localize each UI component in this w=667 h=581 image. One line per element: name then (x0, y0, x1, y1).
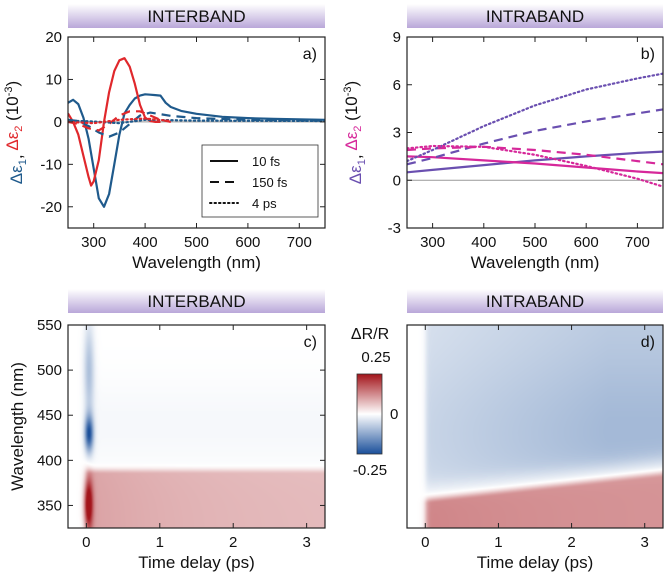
plot-frame (67, 324, 326, 529)
banner: INTRABAND (407, 4, 663, 28)
x-tick-label: 2 (567, 534, 575, 551)
panel-label: d) (641, 334, 655, 351)
legend-label: 4 ps (252, 196, 277, 211)
y-axis-label: Wavelength (nm) (8, 362, 27, 491)
series-group (68, 57, 325, 208)
series-group (407, 72, 663, 188)
x-axis-label: Wavelength (nm) (132, 253, 261, 272)
legend: 10 fs 150 fs 4 ps (201, 144, 319, 218)
x-tick-label: 500 (522, 234, 547, 251)
x-tick-label: 300 (420, 234, 445, 251)
panel-c: INTERBAND Wavelength (nm) 0 1 2 3 350 400 450 500… (8, 289, 326, 572)
panel-label: b) (641, 46, 655, 63)
banner-title: INTERBAND (147, 7, 245, 26)
series-line-e2-10fs (68, 57, 161, 187)
x-axis-label: Wavelength (nm) (471, 253, 600, 272)
banner-background (407, 4, 663, 28)
x-tick-label: 600 (574, 234, 599, 251)
banner-title: INTRABAND (486, 7, 584, 26)
series-line-e2-150fs (407, 145, 663, 166)
legend-label: 10 fs (252, 154, 281, 169)
panel-label: a) (303, 46, 317, 63)
banner: INTRABAND (407, 289, 663, 313)
y-tick-label: 450 (37, 407, 62, 424)
x-tick-label: 400 (471, 234, 496, 251)
series-line-e1-150fs (407, 108, 663, 166)
y-tick-label: 500 (37, 362, 62, 379)
x-tick-label: 1 (494, 534, 502, 551)
x-tick-label: 500 (184, 234, 209, 251)
y-axis-label: Δε1, Δε2 (10-3) (3, 81, 29, 184)
legend-label: 150 fs (252, 175, 288, 190)
series-line-e1-150fs (68, 111, 325, 138)
banner-background (407, 289, 663, 313)
y-tick-label: 10 (45, 71, 62, 88)
y-tick-label: 350 (37, 497, 62, 514)
colorbar-title: ΔR/R (351, 326, 389, 343)
banner-title: INTERBAND (147, 292, 245, 311)
series-line-e1-4ps (68, 118, 325, 125)
y-tick-label: 400 (37, 452, 62, 469)
x-tick-label: 600 (235, 234, 260, 251)
series-line-e2-10fs (407, 155, 663, 175)
y-axis-label: Δε1, Δε2 (10-3) (342, 81, 368, 184)
y-tick-label: -10 (40, 156, 62, 173)
y-tick-label: -20 (40, 199, 62, 216)
y-tick-label: 9 (393, 29, 401, 46)
colorbar-mid-label: 0 (390, 406, 398, 423)
y-tick-label: 20 (45, 29, 62, 46)
x-tick-label: 700 (625, 234, 650, 251)
x-tick-label: 300 (81, 234, 106, 251)
plot-frame (406, 36, 664, 229)
series-line-e2-4ps (407, 144, 663, 188)
panel-b: INTRABAND Δε1, Δε2 (10-3) 300 400 500 600 700 -… (342, 4, 664, 272)
colorbar: ΔR/R 0.25 0 -0.25 (351, 326, 398, 479)
panel-label: c) (304, 334, 317, 351)
y-tick-label: -3 (388, 220, 401, 237)
y-tick-label: 3 (393, 125, 401, 142)
x-tick-label: 2 (229, 534, 237, 551)
colorbar-min-label: -0.25 (353, 462, 387, 479)
y-tick-label: 0 (393, 172, 401, 189)
x-tick-label: 3 (302, 534, 310, 551)
y-tick-label: 0 (54, 114, 62, 131)
x-tick-label: 0 (82, 534, 90, 551)
plot-frame (406, 324, 664, 529)
heatmap-image (68, 325, 325, 528)
x-tick-label: 400 (133, 234, 158, 251)
x-tick-label: 3 (641, 534, 649, 551)
panel-d: INTRABAND 0 1 2 3 Time delay (ps) d) (406, 289, 664, 572)
series-line-e1-4ps (407, 72, 663, 163)
x-tick-label: 0 (421, 534, 429, 551)
legend-box (201, 144, 319, 218)
x-axis-label: Time delay (ps) (138, 553, 255, 572)
banner-title: INTRABAND (486, 292, 584, 311)
y-tick-label: 6 (393, 77, 401, 94)
series-line-e2-4ps (68, 117, 172, 125)
colorbar-scale (356, 373, 383, 455)
banner-background (68, 4, 325, 28)
panel-a: INTERBAND 10 fs 150 fs 4 ps Δε1, Δε2 (10-3) 3… (3, 4, 326, 272)
colorbar-max-label: 0.25 (361, 349, 390, 366)
x-tick-label: 1 (156, 534, 164, 551)
heatmap-image (407, 325, 663, 528)
banner-background (68, 289, 325, 313)
series-line-e1-10fs (407, 150, 663, 174)
x-axis-label: Time delay (ps) (477, 553, 594, 572)
banner: INTERBAND (68, 4, 325, 28)
y-tick-label: 550 (37, 317, 62, 334)
x-tick-label: 700 (287, 234, 312, 251)
series-line-e2-150fs (68, 110, 172, 132)
banner: INTERBAND (68, 289, 325, 313)
